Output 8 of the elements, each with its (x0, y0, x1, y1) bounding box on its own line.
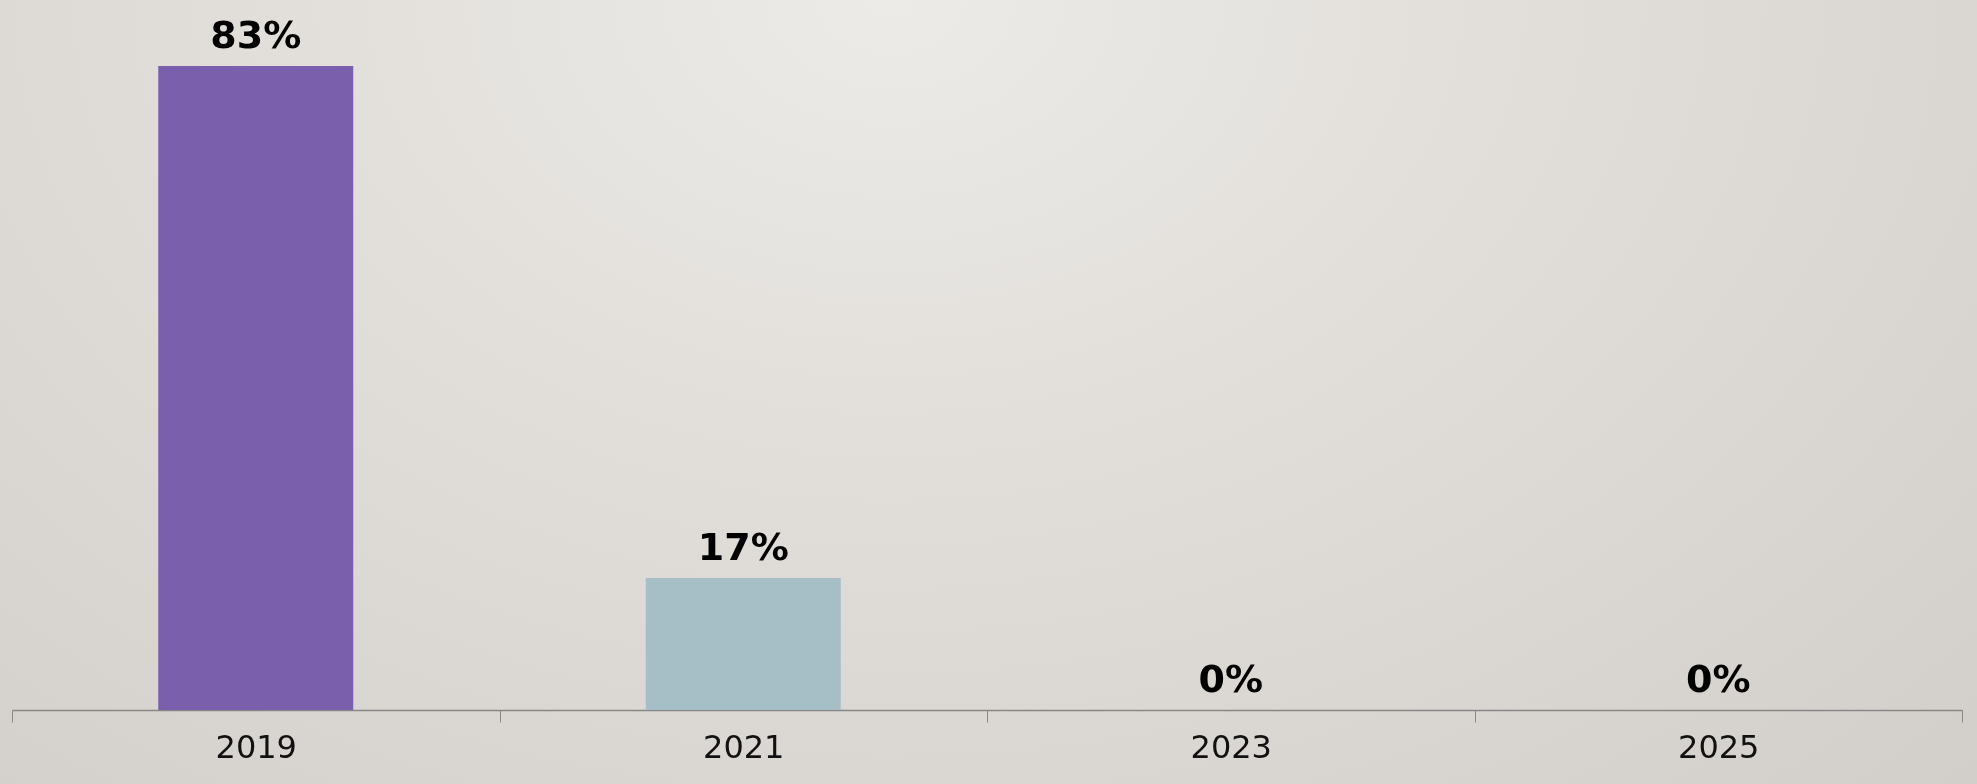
x-tick-label: 2019 (215, 727, 297, 766)
data-label: 17% (697, 525, 789, 570)
x-tick-label: 2021 (703, 727, 785, 766)
data-label: 0% (1198, 657, 1264, 701)
x-tick-label: 2025 (1678, 727, 1760, 766)
x-tick-label: 2023 (1190, 727, 1272, 766)
data-label: 0% (1685, 657, 1751, 701)
data-label: 83% (210, 13, 302, 57)
